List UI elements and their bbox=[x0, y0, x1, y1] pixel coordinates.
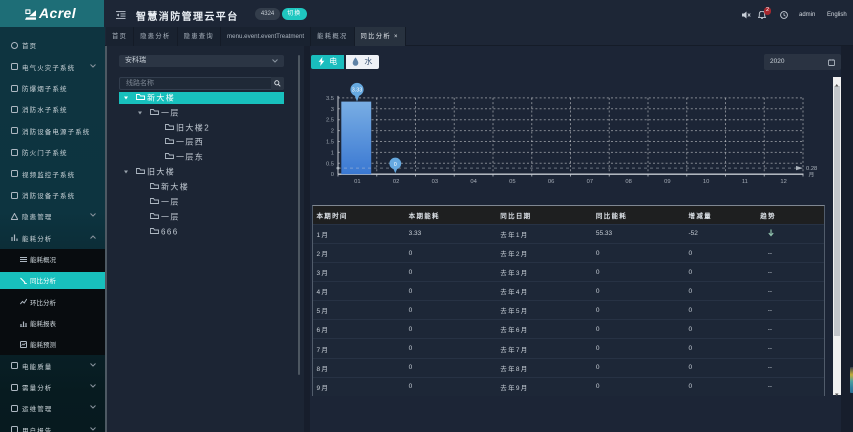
svg-text:05: 05 bbox=[509, 179, 515, 185]
svg-text:0.28: 0.28 bbox=[806, 166, 817, 172]
svg-text:0: 0 bbox=[330, 172, 333, 178]
svg-text:02: 02 bbox=[392, 179, 398, 185]
svg-text:3.33: 3.33 bbox=[351, 88, 362, 94]
svg-text:0: 0 bbox=[393, 162, 396, 168]
svg-text:07: 07 bbox=[586, 179, 592, 185]
svg-text:09: 09 bbox=[664, 179, 670, 185]
svg-text:2: 2 bbox=[330, 129, 333, 135]
svg-text:03: 03 bbox=[431, 179, 437, 185]
svg-text:06: 06 bbox=[547, 179, 553, 185]
svg-text:1: 1 bbox=[330, 150, 333, 156]
svg-text:2.5: 2.5 bbox=[325, 118, 333, 124]
svg-text:0.5: 0.5 bbox=[325, 161, 333, 167]
svg-text:11: 11 bbox=[741, 179, 747, 185]
svg-text:04: 04 bbox=[470, 179, 477, 185]
svg-text:12: 12 bbox=[780, 179, 786, 185]
svg-text:月: 月 bbox=[808, 172, 814, 179]
svg-text:01: 01 bbox=[354, 179, 360, 185]
svg-text:08: 08 bbox=[625, 179, 631, 185]
svg-text:1.5: 1.5 bbox=[325, 140, 333, 146]
svg-text:10: 10 bbox=[702, 179, 708, 185]
svg-text:3: 3 bbox=[330, 107, 333, 113]
svg-text:3.5: 3.5 bbox=[325, 96, 333, 102]
